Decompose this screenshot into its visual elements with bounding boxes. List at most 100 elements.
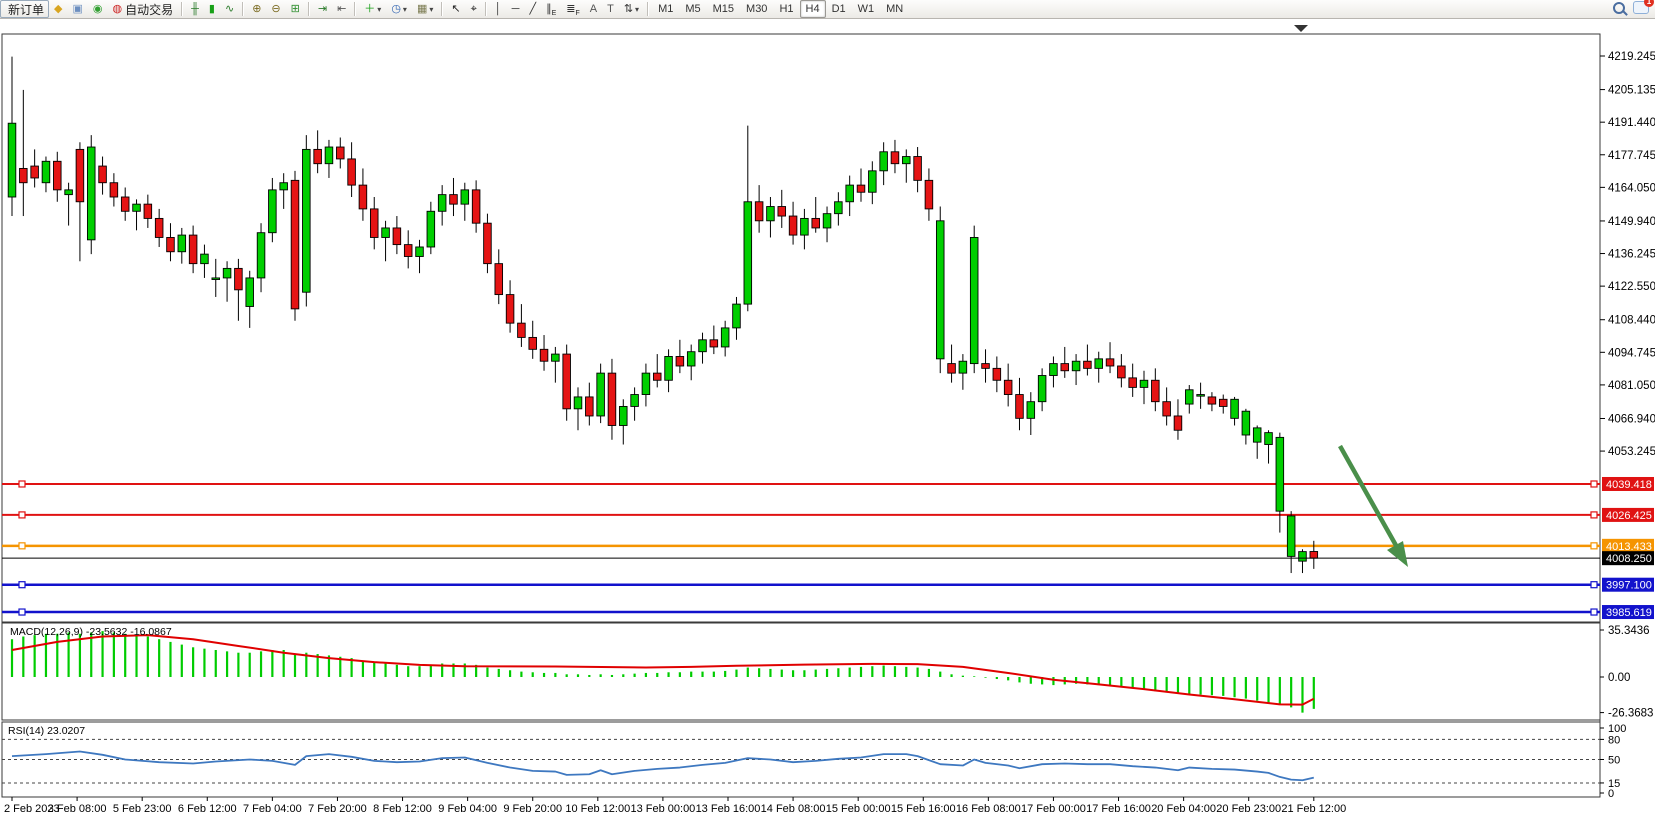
price-tag — [1602, 577, 1654, 592]
svg-text:4205.135: 4205.135 — [1608, 85, 1655, 97]
candle — [1196, 394, 1205, 397]
rsi-line — [11, 750, 1315, 782]
signals-icon[interactable]: ◉ — [88, 0, 108, 18]
zoom-out-icon-glyph: ⊖ — [271, 3, 281, 15]
timeframe-m1[interactable]: M1 — [658, 3, 674, 15]
candle — [1026, 401, 1036, 419]
timeframe-m15[interactable]: M15 — [712, 3, 735, 15]
candlestick-chart-icon-glyph: ▮ — [208, 3, 215, 15]
indicators-button[interactable]: ＋ ▾ — [359, 0, 386, 18]
rsi-label: RSI(14) 23.0207 — [8, 725, 85, 737]
candle — [19, 167, 28, 184]
indicators-button-dropdown-icon[interactable]: ▾ — [377, 4, 382, 14]
chart-canvas[interactable]: 4219.245 4205.135 4191.440 4177.745 4164.050… — [0, 19, 1655, 822]
candle — [1230, 398, 1239, 419]
periods-button[interactable]: ◷ ▾ — [386, 0, 412, 18]
text-tool-glyph: A — [589, 3, 598, 15]
templates-button-dropdown-icon[interactable]: ▾ — [429, 4, 434, 14]
tile-windows-icon[interactable]: ⊞ — [286, 0, 305, 18]
line-chart-icon[interactable]: ∿ — [220, 0, 239, 18]
current-price-line: 4008.250 — [2, 551, 1654, 566]
templates-button[interactable]: ▦ ▾ — [412, 0, 438, 18]
hline-3985.619[interactable]: 3985.619 — [2, 605, 1654, 620]
chart-window-icon-glyph: ◆ — [54, 3, 63, 15]
chart-window-icon[interactable]: ◆ — [49, 0, 67, 18]
macd-label: MACD(12,26,9) -23.5632 -16.0867 — [10, 626, 172, 638]
arrow-annotation[interactable] — [1338, 444, 1408, 567]
main-pane[interactable] — [1, 33, 1601, 623]
horizontal-line-tool[interactable]: ─ — [507, 0, 525, 18]
candle — [98, 165, 107, 184]
macd-pane[interactable] — [1, 622, 1601, 721]
hline-4026.425[interactable]: 4026.425 — [2, 507, 1654, 522]
candle — [1275, 436, 1285, 512]
toolbar-separator — [484, 2, 487, 16]
candle — [324, 146, 334, 165]
candle — [381, 227, 390, 238]
hline-4013.433[interactable]: 4013.433 — [2, 538, 1654, 553]
search-icon[interactable] — [1613, 1, 1625, 14]
arrows-tool[interactable]: ⇅ ▾ — [619, 0, 644, 18]
trendline-tool[interactable]: ╱ — [524, 0, 541, 18]
candle — [596, 372, 605, 417]
timeframe-m5[interactable]: M5 — [685, 3, 701, 15]
hline-handle[interactable] — [18, 542, 26, 550]
equidistant-channel-tool[interactable]: ∥ E — [541, 0, 561, 18]
price-tag — [1602, 605, 1654, 620]
vertical-line-tool[interactable]: │ — [490, 0, 507, 18]
hline-handle[interactable] — [18, 608, 26, 616]
candlestick-chart-icon[interactable]: ▮ — [204, 0, 220, 18]
candle — [1139, 379, 1149, 388]
chart-shift-icon[interactable]: ⇤ — [332, 0, 351, 18]
periods-button-glyph: ◷ — [391, 3, 401, 15]
candle — [754, 201, 764, 222]
time-label: 16 Feb 08:00 — [956, 803, 1021, 815]
text-tool[interactable]: A — [585, 0, 602, 18]
candle — [1207, 396, 1217, 405]
cursor-tool-glyph: ↖ — [451, 3, 461, 15]
hline-handle[interactable] — [1590, 480, 1598, 488]
timeframe-h4[interactable]: H4 — [799, 0, 826, 18]
timeframe-m30[interactable]: M30 — [746, 3, 768, 15]
candle — [562, 353, 571, 410]
hline-handle[interactable] — [1590, 608, 1598, 616]
hline-4039.418[interactable]: 4039.418 — [2, 476, 1654, 491]
hline-handle[interactable] — [1590, 511, 1598, 519]
candle — [200, 253, 209, 265]
bar-chart-icon[interactable]: ╫ — [186, 0, 204, 18]
candle — [664, 356, 673, 381]
autotrade-button[interactable]: ◍ 自动交易 — [108, 0, 179, 18]
toolbar-right: 1 — [1613, 0, 1654, 14]
arrows-tool-dropdown-icon[interactable]: ▾ — [635, 4, 640, 14]
candle — [879, 151, 888, 172]
timeframe-mn[interactable]: MN — [886, 3, 904, 15]
hline-3997.100[interactable]: 3997.100 — [2, 577, 1654, 592]
hline-handle[interactable] — [18, 480, 26, 488]
zoom-in-icon[interactable]: ⊕ — [247, 0, 266, 18]
hline-handle[interactable] — [1590, 542, 1598, 550]
chart-window[interactable]: ▼ SP500-,H4 4011.050 4015.550 4003.750 4… — [0, 19, 1655, 822]
fibonacci-tool[interactable]: ≣ F — [561, 0, 585, 18]
candle — [1094, 358, 1103, 369]
timeframe-d1[interactable]: D1 — [831, 3, 846, 15]
market-watch-icon[interactable]: ▣ — [67, 0, 87, 18]
time-label: 17 Feb 00:00 — [1021, 803, 1086, 815]
timeframe-w1[interactable]: W1 — [857, 3, 875, 15]
periods-button-dropdown-icon[interactable]: ▾ — [402, 4, 407, 14]
cursor-tool[interactable]: ↖ — [446, 0, 465, 18]
hline-handle[interactable] — [18, 511, 26, 519]
chart-shift-marker[interactable] — [1294, 25, 1308, 32]
notifications-icon[interactable]: 1 — [1633, 0, 1654, 14]
auto-scroll-icon[interactable]: ⇥ — [313, 0, 332, 18]
time-label: 9 Feb 04:00 — [438, 803, 497, 815]
crosshair-tool[interactable]: ⌖ — [466, 0, 482, 18]
hline-handle[interactable] — [1590, 581, 1598, 589]
svg-text:15: 15 — [1608, 778, 1620, 790]
svg-text:4081.050: 4081.050 — [1608, 380, 1655, 392]
text-label-tool[interactable]: T — [602, 0, 619, 18]
zoom-out-icon[interactable]: ⊖ — [266, 0, 285, 18]
timeframe-h1[interactable]: H1 — [779, 3, 794, 15]
hline-handle[interactable] — [18, 581, 26, 589]
new-order-button[interactable]: 新订单 — [0, 0, 50, 18]
candle — [981, 363, 990, 369]
